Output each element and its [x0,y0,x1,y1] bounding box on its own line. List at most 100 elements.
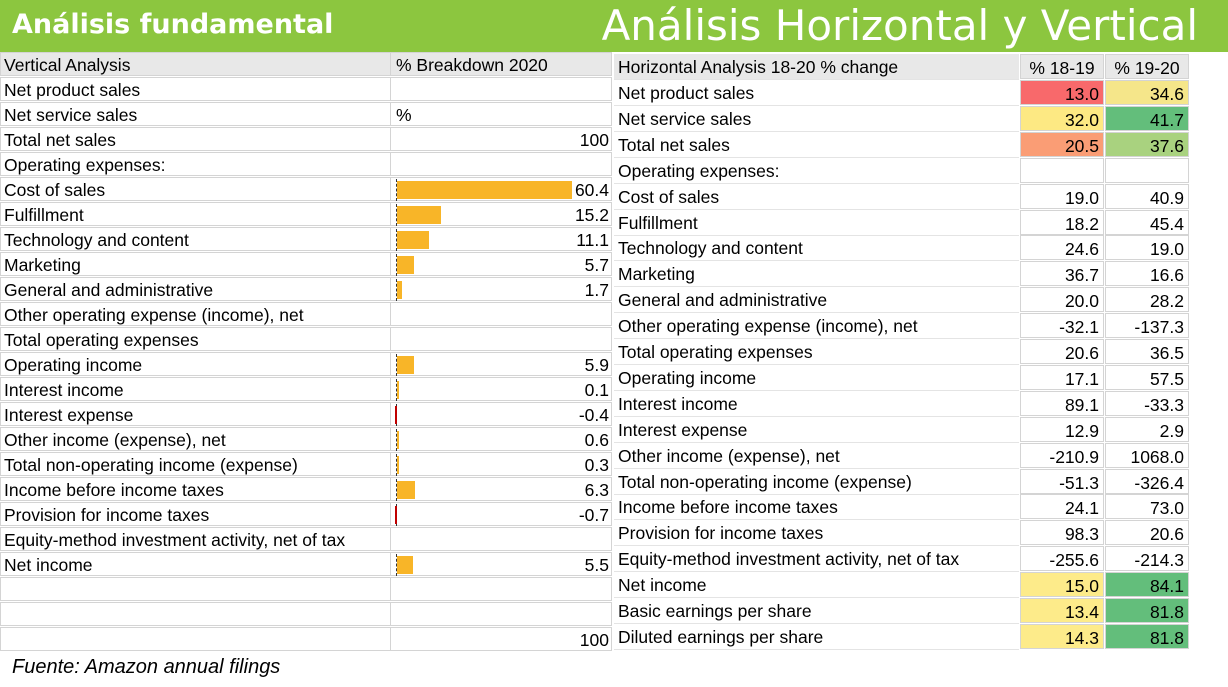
vertical-row-label[interactable]: Fulfillment [0,202,390,226]
vertical-row-label[interactable]: Equity-method investment activity, net o… [0,527,390,551]
horizontal-header-col1[interactable]: % 18-19 [1020,54,1104,79]
vertical-row-label[interactable]: Net income [0,552,390,576]
change-18-19-cell[interactable]: 20.6 [1020,339,1104,364]
vertical-row-cell[interactable]: 5.7 [390,252,612,276]
vertical-row-label[interactable]: Interest income [0,377,390,401]
change-18-19-cell[interactable]: 13.0 [1020,80,1104,105]
vertical-row-cell[interactable]: 1.7 [390,277,612,301]
vertical-row-cell[interactable]: -0.7 [390,502,612,526]
change-19-20-cell[interactable]: 20.6 [1105,520,1189,546]
change-19-20-cell[interactable]: 2.9 [1105,416,1189,442]
change-18-19-cell[interactable]: 20.0 [1020,287,1104,313]
change-19-20-cell[interactable]: 45.4 [1105,209,1189,235]
vertical-row-cell[interactable] [390,327,612,351]
vertical-row-label[interactable]: Cost of sales [0,177,390,201]
change-19-20-cell[interactable]: -33.3 [1105,390,1189,416]
vertical-row-cell[interactable]: 0.1 [390,377,612,401]
change-19-20-cell[interactable]: -214.3 [1105,546,1189,572]
vertical-row-cell[interactable]: 15.2 [390,202,612,226]
change-18-19-cell[interactable]: 18.2 [1020,209,1104,235]
change-18-19-cell[interactable]: 19.0 [1020,183,1104,209]
change-19-20-cell[interactable]: 81.8 [1105,623,1189,649]
vertical-row-cell[interactable]: 0.3 [390,452,612,476]
vertical-row-label[interactable]: Other income (expense), net [0,427,390,451]
change-19-20-cell[interactable]: 37.6 [1105,131,1189,157]
change-18-19-cell[interactable]: 24.1 [1020,494,1104,520]
vertical-row-label[interactable]: Total net sales [0,127,390,151]
vertical-row-label[interactable]: Total non-operating income (expense) [0,452,390,476]
change-19-20-cell[interactable]: 84.1 [1105,572,1189,598]
change-18-19-cell[interactable]: -51.3 [1020,468,1104,494]
change-19-20-cell[interactable]: 36.5 [1105,339,1189,364]
change-18-19-cell[interactable]: 89.1 [1020,390,1104,416]
vertical-row-label[interactable]: Marketing [0,252,390,276]
change-19-20-cell[interactable]: 28.2 [1105,287,1189,313]
vertical-row-label[interactable]: Provision for income taxes [0,502,390,526]
horizontal-row-label[interactable]: Net income [614,572,1019,599]
horizontal-row-label[interactable]: Total non-operating income (expense) [614,469,1019,495]
horizontal-row-label[interactable]: Other operating expense (income), net [614,313,1019,340]
vertical-row-label[interactable]: Net service sales [0,102,390,126]
vertical-row-cell[interactable] [390,77,612,101]
horizontal-row-label[interactable]: Fulfillment [614,210,1019,236]
horizontal-row-label[interactable]: Income before income taxes [614,494,1019,521]
vertical-row-cell[interactable]: 6.3 [390,477,612,501]
change-18-19-cell[interactable]: 24.6 [1020,235,1104,261]
vertical-row-label[interactable]: Income before income taxes [0,477,390,501]
horizontal-row-label[interactable]: General and administrative [614,287,1019,314]
change-18-19-cell[interactable]: 36.7 [1020,261,1104,287]
vertical-row-label[interactable] [0,602,390,626]
change-18-19-cell[interactable]: 98.3 [1020,520,1104,546]
change-19-20-cell[interactable]: 73.0 [1105,494,1189,520]
horizontal-row-label[interactable]: Diluted earnings per share [614,624,1019,650]
change-19-20-cell[interactable]: 1068.0 [1105,442,1189,468]
vertical-row-label[interactable]: Interest expense [0,402,390,426]
horizontal-row-label[interactable]: Cost of sales [614,184,1019,210]
change-18-19-cell[interactable]: -210.9 [1020,442,1104,468]
change-19-20-cell[interactable]: -137.3 [1105,313,1189,339]
change-19-20-cell[interactable]: 34.6 [1105,80,1189,105]
change-18-19-cell[interactable]: 20.5 [1020,131,1104,157]
vertical-row-cell[interactable]: -0.4 [390,402,612,426]
horizontal-header-label[interactable]: Horizontal Analysis 18-20 % change [614,54,1019,80]
horizontal-row-label[interactable]: Other income (expense), net [614,443,1019,469]
change-19-20-cell[interactable]: 41.7 [1105,105,1189,131]
vertical-row-label[interactable]: Other operating expense (income), net [0,302,390,326]
vertical-row-cell[interactable]: 0.6 [390,427,612,451]
change-18-19-cell[interactable]: 32.0 [1020,105,1104,131]
change-19-20-cell[interactable]: 16.6 [1105,261,1189,287]
horizontal-row-label[interactable]: Operating expenses: [614,158,1019,184]
vertical-row-cell[interactable] [390,152,612,176]
horizontal-row-label[interactable]: Total net sales [614,132,1019,158]
change-18-19-cell[interactable]: -32.1 [1020,313,1104,339]
horizontal-row-label[interactable]: Marketing [614,261,1019,288]
change-18-19-cell[interactable]: 14.3 [1020,623,1104,649]
horizontal-row-label[interactable]: Interest expense [614,417,1019,443]
change-19-20-cell[interactable]: 40.9 [1105,183,1189,209]
vertical-row-cell[interactable]: 5.5 [390,552,612,576]
vertical-row-label[interactable] [0,627,390,651]
change-18-19-cell[interactable]: 17.1 [1020,364,1104,390]
vertical-row-label[interactable]: Total operating expenses [0,327,390,351]
vertical-row-label[interactable]: Operating income [0,352,390,376]
vertical-row-cell[interactable] [390,577,612,601]
vertical-row-cell[interactable]: 5.9 [390,352,612,376]
change-18-19-cell[interactable]: 12.9 [1020,416,1104,442]
horizontal-row-label[interactable]: Interest income [614,391,1019,417]
horizontal-row-label[interactable]: Technology and content [614,235,1019,262]
change-18-19-cell[interactable]: 13.4 [1020,598,1104,623]
horizontal-row-label[interactable]: Provision for income taxes [614,520,1019,547]
horizontal-row-label[interactable]: Total operating expenses [614,339,1019,365]
vertical-row-cell[interactable] [390,527,612,551]
vertical-row-label[interactable] [0,577,390,601]
change-19-20-cell[interactable]: 81.8 [1105,598,1189,623]
horizontal-row-label[interactable]: Operating income [614,365,1019,391]
horizontal-row-label[interactable]: Net product sales [614,80,1019,106]
vertical-row-label[interactable]: General and administrative [0,277,390,301]
vertical-header-label[interactable]: Vertical Analysis [0,52,390,76]
horizontal-row-label[interactable]: Basic earnings per share [614,598,1019,624]
vertical-header-col[interactable]: % Breakdown 2020 [390,52,612,76]
change-19-20-cell[interactable]: 19.0 [1105,235,1189,261]
vertical-row-cell[interactable]: 60.4 [390,177,612,201]
horizontal-row-label[interactable]: Net service sales [614,106,1019,132]
